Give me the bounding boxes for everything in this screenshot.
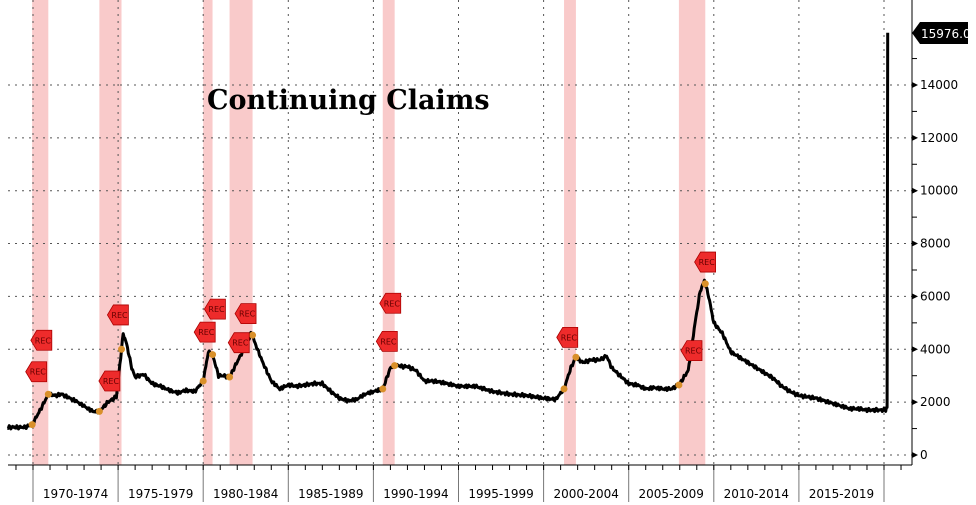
y-tick-arrow (912, 240, 918, 247)
rec-marker-tag (25, 361, 48, 383)
rec-marker-label: REC (232, 339, 249, 348)
y-tick-arrow (912, 134, 918, 141)
rec-marker-label: REC (208, 305, 225, 314)
recession-band (382, 0, 395, 465)
recession-point-dot (118, 345, 126, 353)
rec-marker-label: REC (685, 347, 702, 356)
y-tick-label: 8000 (920, 237, 951, 251)
x-tick-label: 1990-1994 (383, 487, 448, 501)
y-tick-arrow (912, 399, 918, 406)
rec-marker-tag (375, 330, 398, 352)
rec-marker: REC (694, 251, 716, 273)
rec-marker-label: REC (380, 337, 397, 346)
rec-marker: REC (25, 361, 48, 383)
recession-point-dot (209, 351, 217, 359)
rec-marker: REC (680, 340, 703, 362)
rec-marker-label: REC (35, 336, 52, 345)
rec-marker: REC (30, 329, 53, 351)
series-line (6, 32, 890, 431)
recession-markers: REC REC REC REC REC REC REC REC REC REC REC REC REC (25, 251, 716, 429)
y-tick-arrow (912, 293, 918, 300)
rec-marker-tag (227, 332, 250, 354)
rec-marker: REC (234, 303, 257, 324)
rec-marker-tag (203, 298, 226, 320)
rec-marker: REC (556, 326, 579, 348)
x-tick-label: 2015-2019 (809, 487, 874, 501)
rec-marker-tag (193, 321, 216, 343)
rec-marker-tag (234, 303, 257, 324)
x-tick-label: 2000-2004 (553, 487, 618, 501)
recession-point-dot (379, 385, 387, 393)
rec-marker: REC (98, 370, 121, 392)
rec-marker: REC (106, 304, 129, 326)
rec-marker: REC (203, 298, 226, 320)
recession-point-dot (572, 353, 580, 361)
recession-band (678, 0, 706, 465)
rec-marker-label: REC (30, 368, 47, 377)
rec-marker: REC (193, 321, 216, 343)
y-tick-arrow (912, 452, 918, 458)
rec-marker-label: REC (198, 328, 215, 337)
rec-marker-label: REC (384, 299, 401, 308)
y-tick-arrow (912, 187, 918, 194)
y-tick-label: 14000 (920, 78, 958, 92)
last-value-text: 15976.0 (921, 27, 971, 41)
recession-point-dot (199, 377, 207, 385)
rec-marker-tag (106, 304, 129, 326)
y-tick-arrow (912, 346, 918, 353)
rec-marker-tag (30, 329, 53, 351)
recession-point-dot (560, 385, 568, 393)
gridlines (8, 0, 912, 465)
x-tick-label: 1975-1979 (128, 487, 193, 501)
y-tick-label: 2000 (920, 395, 951, 409)
recession-bands (32, 0, 706, 465)
rec-marker-label: REC (699, 258, 716, 267)
recession-point-dot (95, 407, 103, 415)
recession-point-dot (701, 280, 709, 288)
rec-marker: REC (375, 330, 398, 352)
rec-marker-tag (379, 292, 402, 314)
rec-marker-label: REC (103, 377, 120, 386)
recession-point-dot (28, 421, 36, 429)
y-tick-label: 0 (920, 448, 928, 462)
last-value-tag (912, 22, 968, 44)
rec-marker-tag (680, 340, 703, 362)
rec-marker: REC (227, 332, 250, 354)
recession-band (203, 0, 213, 465)
x-tick-label: 1995-1999 (468, 487, 533, 501)
recession-point-dot (391, 362, 399, 370)
recession-point-dot (226, 373, 234, 381)
recession-band (564, 0, 576, 465)
rec-marker-label: REC (111, 311, 128, 320)
rec-marker-tag (556, 326, 579, 348)
y-tick-label: 4000 (920, 342, 951, 356)
rec-marker-label: REC (239, 310, 256, 319)
series-line-path (6, 32, 890, 431)
recession-point-dot (249, 331, 257, 339)
x-tick-label: 2010-2014 (724, 487, 789, 501)
rec-marker-tag (98, 370, 121, 392)
y-tick-label: 6000 (920, 289, 951, 303)
last-value-label: 15976.0 (912, 22, 971, 44)
x-tick-label: 2005-2009 (639, 487, 704, 501)
x-tick-label: 1985-1989 (298, 487, 363, 501)
rec-marker-tag (694, 251, 716, 273)
recession-band (99, 0, 122, 465)
y-tick-label: 12000 (920, 131, 958, 145)
recession-point-dot (44, 390, 52, 398)
x-tick-label: 1970-1974 (43, 487, 108, 501)
axes: 0 2000 4000 6000 8000 10000 12000 14000 1970-197… (8, 0, 958, 502)
recession-point-dot (675, 381, 683, 389)
chart-title: Continuing Claims (207, 85, 490, 116)
x-tick-label: 1980-1984 (213, 487, 278, 501)
y-tick-arrow (912, 81, 918, 88)
y-tick-label: 10000 (920, 184, 958, 198)
rec-marker: REC (379, 292, 402, 314)
rec-marker-label: REC (561, 333, 578, 342)
recession-band (229, 0, 253, 465)
